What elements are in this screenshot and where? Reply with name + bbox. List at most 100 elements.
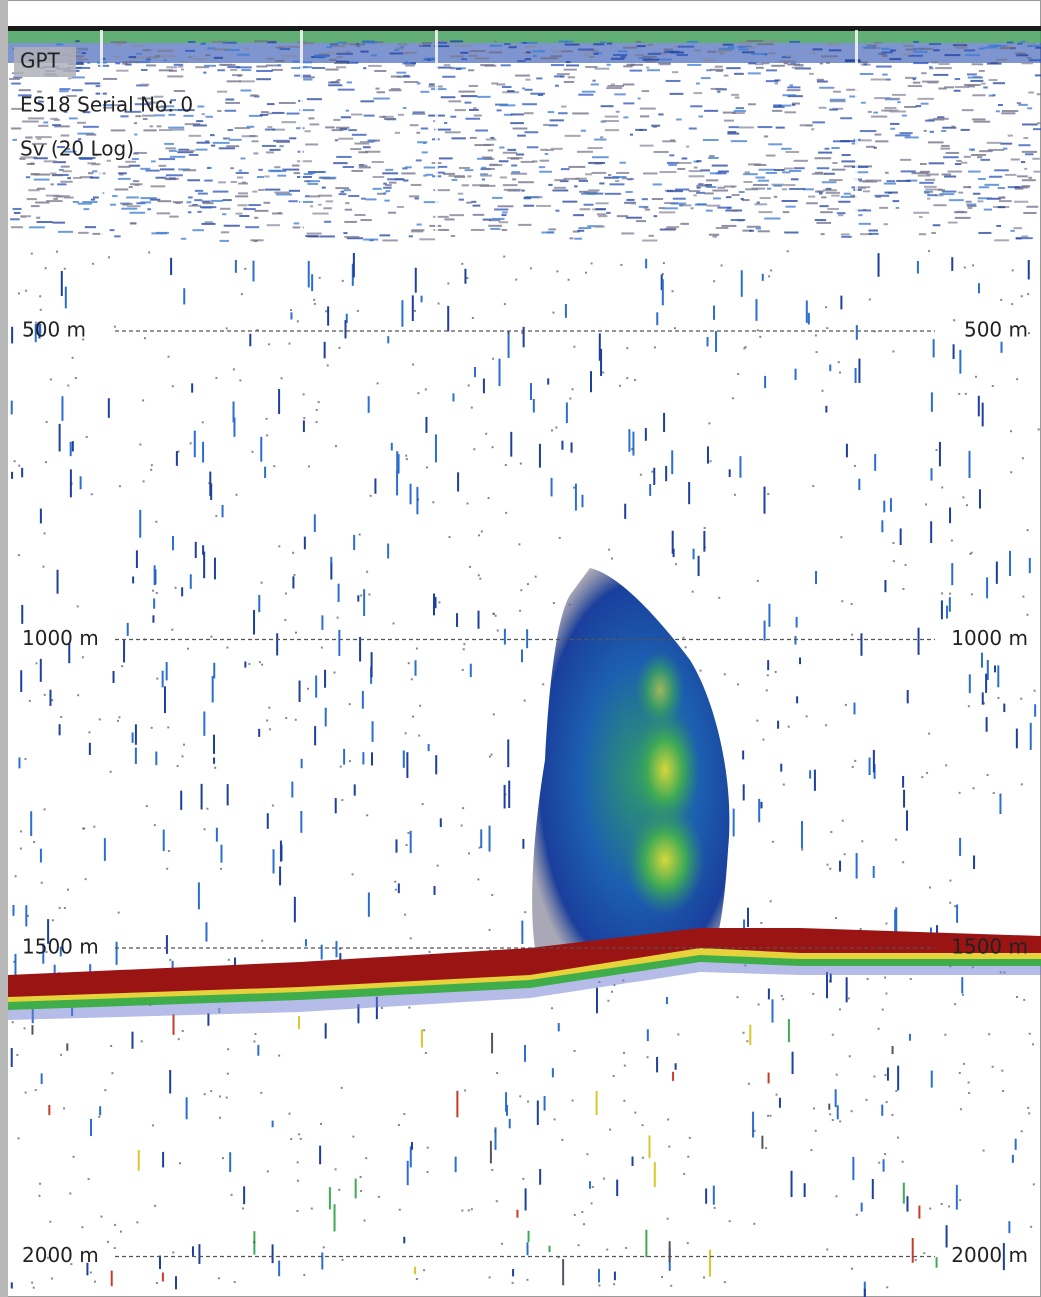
noise (935, 194, 944, 197)
noise (63, 110, 68, 113)
noise (219, 207, 231, 210)
noise (811, 172, 826, 175)
noise (241, 69, 252, 72)
speckle (60, 716, 63, 719)
speckle (674, 563, 677, 566)
echo-trace (457, 472, 460, 492)
noise (1021, 185, 1031, 188)
echo-trace (749, 1024, 752, 1046)
speckle (839, 1120, 842, 1123)
speckle (93, 825, 96, 828)
echo-trace (813, 769, 816, 791)
noise (21, 120, 39, 123)
speckle (171, 628, 174, 631)
noise (925, 119, 935, 122)
noise (388, 181, 397, 184)
noise (276, 141, 290, 144)
speckle (404, 913, 407, 916)
speckle (322, 1246, 325, 1249)
noise (886, 78, 891, 81)
echo-trace (959, 349, 962, 374)
noise (688, 170, 703, 173)
speckle (1022, 595, 1025, 598)
noise (635, 40, 642, 43)
speckle (684, 646, 687, 649)
noise (617, 50, 628, 53)
speckle (708, 422, 711, 425)
noise (723, 185, 737, 188)
noise (267, 41, 277, 44)
echo-trace (796, 696, 799, 704)
speckle (944, 1033, 947, 1036)
noise (240, 157, 246, 160)
speckle (150, 468, 153, 471)
speckle (573, 1213, 576, 1216)
echo-trace (79, 476, 82, 490)
speckle (878, 1161, 881, 1164)
echo-trace (977, 283, 980, 294)
noise (610, 83, 615, 86)
speckle (1028, 1112, 1031, 1115)
echo-trace (357, 1004, 360, 1024)
speckle (780, 994, 783, 997)
noise (158, 158, 176, 161)
noise (907, 85, 923, 88)
noise (372, 175, 385, 178)
noise (499, 146, 505, 149)
echo-trace (89, 964, 92, 973)
noise (963, 186, 971, 189)
noise (308, 117, 315, 120)
noise (156, 231, 169, 234)
echo-trace (985, 673, 988, 693)
echo-trace (202, 441, 205, 463)
noise (89, 176, 100, 179)
speckle (293, 573, 296, 576)
echo-trace (503, 628, 506, 645)
noise (438, 165, 448, 168)
noise (472, 213, 485, 216)
speckle (423, 1029, 426, 1032)
noise (1027, 107, 1033, 110)
noise (511, 164, 518, 167)
noise (1010, 229, 1015, 232)
noise (235, 195, 249, 198)
speckle (85, 435, 88, 438)
noise (583, 203, 594, 206)
noise (925, 178, 936, 181)
echo-trace (521, 920, 524, 944)
noise (197, 105, 205, 108)
speckle (154, 1204, 157, 1207)
noise (167, 75, 184, 78)
speckle (982, 702, 985, 705)
speckle (782, 783, 785, 786)
noise (1014, 52, 1027, 55)
speckle (511, 1281, 514, 1284)
noise (829, 108, 838, 111)
noise (12, 207, 22, 210)
noise (458, 166, 470, 169)
noise (35, 201, 50, 204)
noise (698, 183, 704, 186)
echo-trace (712, 1185, 715, 1205)
noise (627, 178, 632, 181)
noise (51, 174, 64, 177)
noise (941, 129, 947, 132)
speckle (215, 376, 218, 379)
noise (155, 55, 161, 58)
speckle (767, 1114, 770, 1117)
noise (78, 231, 89, 234)
speckle (176, 765, 179, 768)
speckle (258, 661, 261, 664)
noise (722, 111, 736, 114)
speckle (523, 699, 526, 702)
speckle (826, 1248, 829, 1251)
noise (33, 178, 50, 181)
noise (450, 55, 465, 58)
echo-trace (169, 1069, 172, 1094)
noise (575, 177, 587, 180)
echo-trace (800, 821, 803, 849)
noise (342, 42, 350, 45)
noise (82, 201, 98, 204)
echo-trace (930, 1070, 933, 1088)
noise (288, 189, 301, 192)
